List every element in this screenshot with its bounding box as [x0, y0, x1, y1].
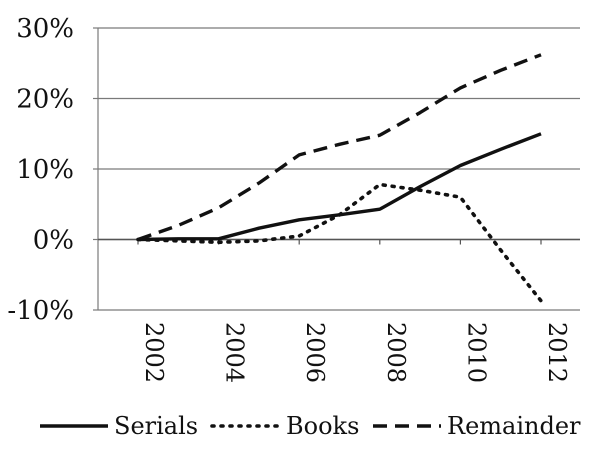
- x-axis-tick-labels: 2002 2004 2006 2008 2010 2012: [140, 322, 571, 383]
- legend-item-serials: Serials: [40, 412, 198, 440]
- x-tick-label: 2010: [462, 322, 490, 383]
- legend-item-books: Books: [210, 412, 359, 440]
- series-line-books: [136, 182, 543, 303]
- x-tick-label: 2004: [221, 322, 249, 383]
- y-tick-label: -10%: [7, 296, 74, 326]
- y-axis-tick-labels: 30% 20% 10% 0% -10%: [7, 14, 74, 326]
- legend-label: Books: [286, 412, 359, 440]
- series-lines: [136, 53, 543, 303]
- y-tick-label: 10%: [16, 155, 74, 185]
- x-tick-label: 2012: [543, 322, 571, 383]
- y-tick-label: 30%: [16, 14, 74, 44]
- legend-label: Remainder: [447, 412, 581, 440]
- x-tick-label: 2006: [301, 322, 329, 383]
- y-tick-label: 0%: [33, 226, 74, 256]
- gridlines: [98, 27, 580, 311]
- y-tick-label: 20%: [16, 85, 74, 115]
- x-tick-label: 2002: [140, 322, 168, 383]
- legend-item-remainder: Remainder: [373, 412, 581, 440]
- legend: Serials Books Remainder: [40, 412, 581, 440]
- legend-label: Serials: [114, 412, 198, 440]
- x-tick-label: 2008: [382, 322, 410, 383]
- series-line-remainder: [137, 53, 542, 242]
